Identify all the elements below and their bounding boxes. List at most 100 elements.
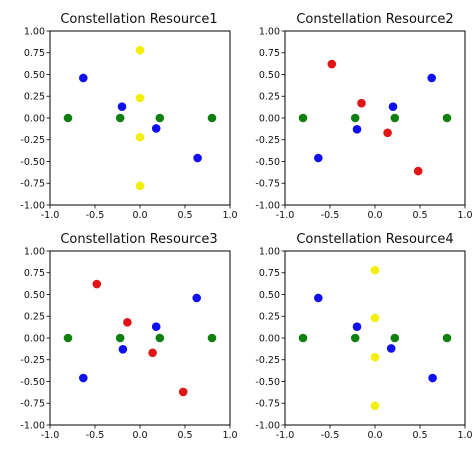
y-tick-label: 0.00 <box>24 333 45 344</box>
green-point <box>207 333 217 343</box>
y-tick-label: -1.00 <box>255 420 280 431</box>
x-tick-label: -0.5 <box>86 210 105 221</box>
x-tick-label: 0.5 <box>412 210 427 221</box>
green-point <box>298 333 308 343</box>
subplot-1-ticks: -1.0 -0.5 0.0 0.5 1.0 1.00 0.75 0.50 0.25 0.00 -0.… <box>20 26 237 221</box>
y-tick-label: -1.00 <box>255 200 280 211</box>
y-tick-label: -1.00 <box>20 420 45 431</box>
yellow-point <box>370 401 380 411</box>
yellow-point <box>135 132 145 142</box>
y-tick-label: 0.75 <box>259 48 280 59</box>
green-point <box>115 113 125 123</box>
blue-point <box>388 102 398 111</box>
green-point <box>350 113 360 123</box>
subplot-1: Constellation Resource1 -1.0 -0.5 0.0 0.5 1.… <box>20 12 237 221</box>
red-point <box>357 98 366 108</box>
subplot-4-points <box>298 265 452 411</box>
x-tick-label: 0.0 <box>132 210 147 221</box>
y-tick-label: -0.25 <box>255 135 280 146</box>
red-point <box>383 128 392 138</box>
x-tick-label: 1.0 <box>457 430 472 441</box>
green-point <box>442 113 452 123</box>
green-point <box>63 333 73 343</box>
y-tick-label: -0.50 <box>20 377 45 388</box>
x-tick-label: 1.0 <box>222 210 237 221</box>
y-tick-label: 0.25 <box>24 92 45 103</box>
x-tick-label: -0.5 <box>321 430 340 441</box>
blue-point <box>314 293 323 303</box>
subplot-4-title: Constellation Resource4 <box>296 232 453 247</box>
y-tick-label: 1.00 <box>24 26 45 37</box>
green-point <box>390 113 400 123</box>
x-tick-label: 0.5 <box>177 210 192 221</box>
y-tick-label: 0.75 <box>24 48 45 59</box>
green-point <box>155 333 165 343</box>
subplot-1-points <box>63 45 217 191</box>
red-point <box>92 279 102 289</box>
y-tick-label: 0.25 <box>259 92 280 103</box>
y-tick-label: 0.00 <box>24 113 45 124</box>
subplot-3-title: Constellation Resource3 <box>60 232 217 247</box>
x-tick-label: 0.0 <box>367 210 382 221</box>
y-tick-label: -0.50 <box>255 157 280 168</box>
y-tick-label: 0.00 <box>259 333 280 344</box>
y-tick-label: 0.00 <box>259 113 280 124</box>
subplot-3-points <box>63 279 217 397</box>
blue-point <box>192 293 201 303</box>
subplot-2-title: Constellation Resource2 <box>296 12 453 27</box>
y-tick-label: -0.50 <box>20 157 45 168</box>
y-tick-label: 0.50 <box>24 70 45 81</box>
subplot-4: Constellation Resource4 -1.0 -0.5 0.0 0.5 1.… <box>255 232 472 441</box>
y-tick-label: 1.00 <box>259 246 280 257</box>
blue-point <box>118 345 128 354</box>
y-tick-label: -0.25 <box>255 355 280 366</box>
blue-point <box>427 73 437 83</box>
green-point <box>155 113 165 123</box>
x-tick-label: -1.0 <box>276 430 295 441</box>
y-tick-label: 0.25 <box>24 312 45 323</box>
blue-point <box>314 153 323 163</box>
blue-point <box>428 373 437 383</box>
y-tick-label: -0.75 <box>255 399 280 410</box>
red-point <box>413 166 423 176</box>
x-tick-label: -1.0 <box>276 210 295 221</box>
y-tick-label: 0.75 <box>24 268 45 279</box>
y-tick-label: 0.75 <box>259 268 280 279</box>
x-tick-label: -1.0 <box>41 210 60 221</box>
blue-point <box>352 322 362 331</box>
green-point <box>298 113 308 123</box>
y-tick-label: -0.75 <box>20 399 45 410</box>
blue-point <box>352 125 362 134</box>
blue-point <box>151 124 161 133</box>
green-point <box>207 113 217 123</box>
x-tick-label: -0.5 <box>321 210 340 221</box>
x-tick-label: 1.0 <box>222 430 237 441</box>
blue-point <box>79 73 88 83</box>
green-point <box>350 333 360 343</box>
y-tick-label: 0.50 <box>24 290 45 301</box>
y-tick-label: 1.00 <box>24 246 45 257</box>
yellow-point <box>370 265 380 275</box>
y-tick-label: 0.50 <box>259 290 280 301</box>
blue-point <box>193 153 202 163</box>
green-point <box>115 333 125 343</box>
green-point <box>63 113 73 123</box>
subplot-2-points <box>298 59 452 176</box>
subplot-2-ticks: -1.0 -0.5 0.0 0.5 1.0 1.00 0.75 0.50 0.25 0.00 -0.… <box>255 26 472 221</box>
y-tick-label: 1.00 <box>259 26 280 37</box>
x-tick-label: 0.0 <box>367 430 382 441</box>
subplot-2: Constellation Resource2 -1.0 -0.5 0.0 0.5 1.… <box>255 12 472 221</box>
red-point <box>123 318 132 327</box>
subplot-3: Constellation Resource3 -1.0 -0.5 0.0 0.5 1.… <box>20 232 237 441</box>
y-tick-label: -0.25 <box>20 135 45 146</box>
x-tick-label: -1.0 <box>41 430 60 441</box>
red-point <box>148 348 157 358</box>
blue-point <box>117 102 127 111</box>
x-tick-label: 0.0 <box>132 430 147 441</box>
x-tick-label: -0.5 <box>86 430 105 441</box>
yellow-point <box>135 181 145 191</box>
green-point <box>442 333 452 343</box>
subplot-3-ticks: -1.0 -0.5 0.0 0.5 1.0 1.00 0.75 0.50 0.25 0.00 -0.… <box>20 246 237 441</box>
